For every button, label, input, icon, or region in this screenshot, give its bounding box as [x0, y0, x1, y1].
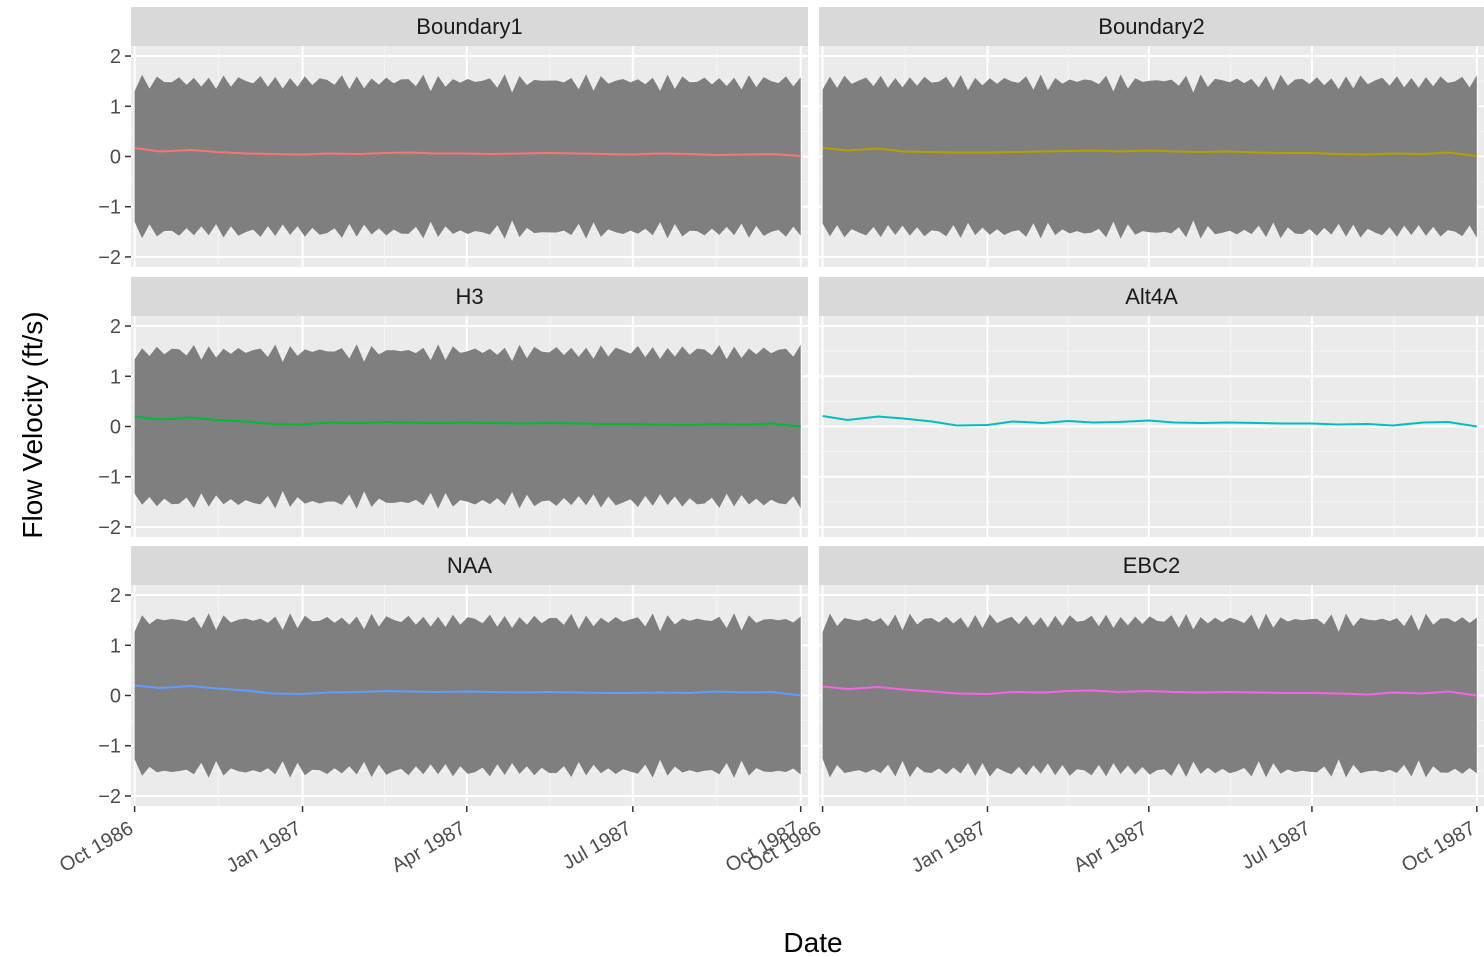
series-line-boundary2: [822, 147, 1477, 157]
facet-strip: [131, 277, 808, 316]
facet-strip-label: H3: [455, 284, 483, 309]
x-tick-label: Jul 1987: [1238, 817, 1314, 874]
y-tick-label: 1: [110, 96, 121, 118]
facet-strip-label: Alt4A: [1125, 284, 1178, 309]
facet-strip-label: Boundary2: [1098, 14, 1204, 39]
velocity-range-band: [134, 613, 801, 778]
y-axis-ticks: 2 1 0 −1 −2 2 1 0 −1 −2 2 1 0 −1 −2: [98, 46, 131, 808]
y-tick-label: −1: [98, 467, 121, 489]
y-tick-label: 2: [110, 46, 121, 68]
series-line-h3: [134, 415, 801, 428]
series-line-ebc2: [822, 685, 1477, 697]
facet-panel-alt4a: Alt4A: [819, 277, 1484, 537]
y-tick-label: −2: [98, 247, 121, 269]
facet-strip: [819, 546, 1484, 585]
y-tick-label: −1: [98, 736, 121, 758]
y-tick-label: 0: [110, 147, 121, 169]
velocity-range-band: [134, 344, 801, 509]
x-tick-label: Oct 1987: [1398, 817, 1479, 877]
velocity-range-band: [822, 613, 1477, 778]
facet-strip: [131, 546, 808, 585]
facet-panels: Boundary1 Boundary2 H3 Alt4A NAA EBC2: [131, 7, 1484, 806]
x-axis-ticks: Oct 1986 Jan 1987 Apr 1987 Jul 1987 Oct 1987…: [56, 806, 1479, 877]
y-axis-title: Flow Velocity (ft/s): [17, 311, 48, 538]
x-axis-title: Date: [783, 927, 842, 956]
x-tick-label: Apr 1987: [1070, 817, 1151, 877]
facet-strip: [131, 7, 808, 46]
y-tick-label: −1: [98, 197, 121, 219]
facet-panel-boundary2: Boundary2: [819, 7, 1484, 267]
y-tick-label: −2: [98, 517, 121, 539]
facet-strip-label: NAA: [447, 553, 493, 578]
x-tick-label: Apr 1987: [388, 817, 469, 877]
x-tick-label: Oct 1986: [56, 817, 137, 877]
facet-strip-label: Boundary1: [416, 14, 522, 39]
y-tick-label: 2: [110, 585, 121, 607]
facet-panel-h3: H3: [131, 277, 808, 537]
y-tick-label: 2: [110, 316, 121, 338]
series-line-naa: [134, 684, 801, 697]
velocity-range-band: [134, 74, 801, 239]
y-tick-label: 0: [110, 686, 121, 708]
facet-panel-naa: NAA: [131, 546, 808, 806]
velocity-range-band: [822, 74, 1477, 239]
facet-panel-ebc2: EBC2: [819, 546, 1484, 806]
y-tick-label: 1: [110, 635, 121, 657]
series-line-alt4a: [822, 415, 1477, 428]
y-tick-label: 1: [110, 366, 121, 388]
facet-strip: [819, 277, 1484, 316]
x-tick-label: Jul 1987: [559, 817, 635, 874]
gridlines: [819, 316, 1484, 537]
x-tick-label: Jan 1987: [223, 817, 305, 877]
y-tick-label: 0: [110, 417, 121, 439]
x-tick-label: Jan 1987: [908, 817, 990, 877]
facet-strip-label: EBC2: [1123, 553, 1180, 578]
series-line-boundary1: [134, 147, 801, 157]
facet-strip: [819, 7, 1484, 46]
y-tick-label: −2: [98, 786, 121, 808]
facet-panel-boundary1: Boundary1: [131, 7, 808, 267]
